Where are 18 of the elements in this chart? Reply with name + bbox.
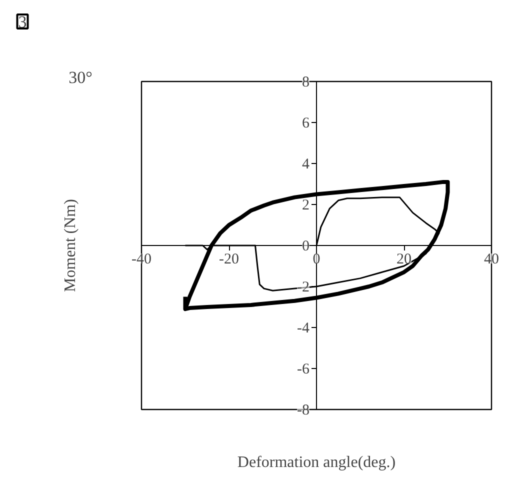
text: 30° — [68, 68, 92, 87]
y-tick-label: -2 — [297, 280, 310, 296]
y-tick-label: 8 — [302, 74, 310, 90]
x-tick-label: -40 — [132, 252, 152, 268]
y-tick-label: -6 — [297, 362, 310, 378]
x-axis-title: Deformation angle(deg.) — [237, 454, 396, 471]
text: 3 — [18, 12, 27, 32]
y-tick-label: 2 — [302, 198, 310, 214]
x-tick-label: 40 — [484, 252, 499, 268]
y-axis-title: Moment (Nm) — [62, 199, 79, 292]
y-tick-label: -4 — [297, 320, 310, 336]
x-tick-label: 0 — [312, 252, 320, 268]
x-tick-label: 20 — [396, 252, 412, 268]
x-tick-label: -20 — [219, 252, 239, 268]
y-tick-label: 6 — [302, 116, 310, 132]
y-tick-label: 0 — [302, 238, 310, 254]
y-tick-label: 4 — [302, 156, 310, 172]
y-tick-label: -8 — [297, 402, 310, 418]
